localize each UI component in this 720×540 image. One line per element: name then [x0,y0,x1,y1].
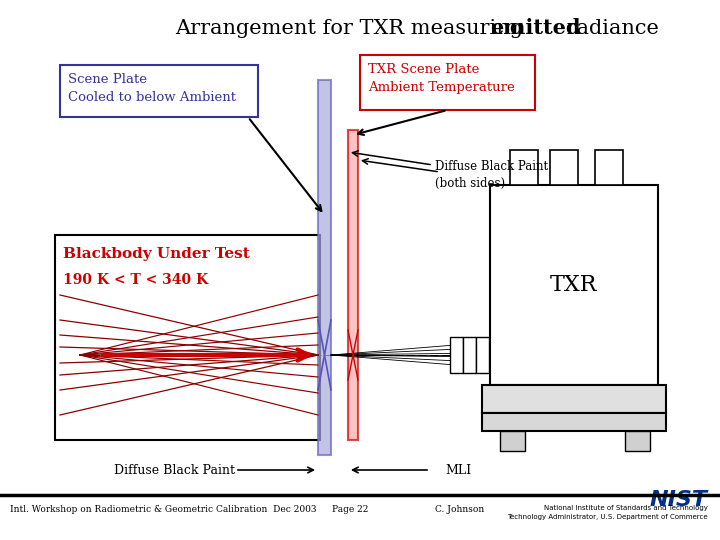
Bar [463,337,476,373]
Text: emitted: emitted [490,18,580,38]
Bar [60,65,258,117]
Bar [595,150,623,185]
Bar [450,337,463,373]
Text: radiance: radiance [560,18,659,37]
Text: NIST: NIST [650,490,708,510]
Text: Page 22: Page 22 [332,505,368,515]
Text: Blackbody Under Test: Blackbody Under Test [63,247,250,261]
Text: Technology Administrator, U.S. Department of Commerce: Technology Administrator, U.S. Departmen… [508,514,708,520]
Bar [510,150,538,185]
Text: National Institute of Standards and Technology: National Institute of Standards and Tech… [544,505,708,511]
Bar [490,185,658,385]
Text: MLI: MLI [445,463,471,476]
Text: Scene Plate
Cooled to below Ambient: Scene Plate Cooled to below Ambient [68,73,236,104]
Bar [625,431,650,451]
Text: Arrangement for TXR measuring: Arrangement for TXR measuring [175,18,530,37]
Bar [55,235,320,440]
Bar [482,385,666,413]
Text: C. Johnson: C. Johnson [436,505,485,515]
Bar [348,130,358,440]
Text: Intl. Workshop on Radiometric & Geometric Calibration  Dec 2003: Intl. Workshop on Radiometric & Geometri… [10,505,317,515]
Bar [360,55,535,110]
Bar [476,337,489,373]
Text: Diffuse Black Paint: Diffuse Black Paint [114,463,235,476]
Text: 190 K < T < 340 K: 190 K < T < 340 K [63,273,208,287]
Text: TXR Scene Plate
Ambient Temperature: TXR Scene Plate Ambient Temperature [368,63,515,94]
Bar [482,413,666,431]
Bar [500,431,525,451]
Text: TXR: TXR [550,274,598,296]
Bar [550,150,578,185]
Text: Diffuse Black Paint
(both sides): Diffuse Black Paint (both sides) [435,160,548,190]
Bar [318,80,331,455]
